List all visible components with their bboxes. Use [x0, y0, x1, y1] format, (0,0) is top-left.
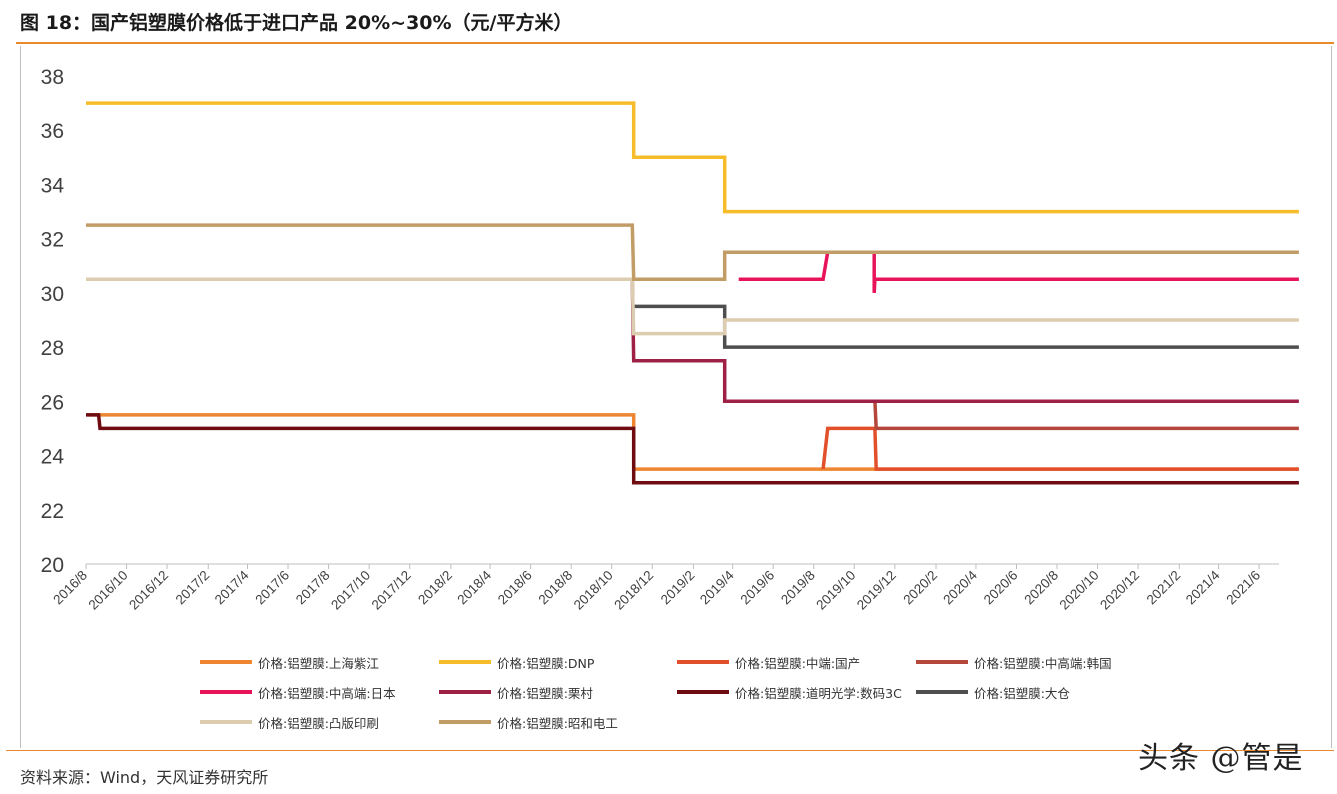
x-tick-label: 2017/4: [212, 567, 252, 607]
legend-item: 价格:铝塑膜:DNP: [439, 654, 595, 671]
series-line-1: [88, 413, 1299, 471]
legend-item: 价格:铝塑膜:中高端:日本: [200, 684, 396, 701]
legend-swatch: [439, 720, 491, 724]
y-tick-label: 22: [41, 500, 64, 523]
series-line-7: [86, 413, 1299, 485]
legend-label: 价格:铝塑膜:上海紫江: [258, 655, 379, 671]
y-tick-label: 26: [41, 391, 64, 414]
series-line-3: [821, 426, 1299, 471]
legend-swatch: [916, 660, 968, 664]
legend-swatch: [677, 690, 729, 694]
series-line-9: [86, 277, 1299, 336]
x-tick-label: 2020/12: [1097, 568, 1142, 613]
series-line-4: [873, 401, 1299, 431]
x-tick-label: 2017/8: [293, 568, 333, 608]
legend-item: 价格:铝塑膜:栗村: [439, 684, 593, 701]
x-tick-label: 2019/12: [854, 568, 899, 613]
legend-label: 价格:铝塑膜:大仓: [974, 685, 1070, 701]
legend-swatch: [200, 690, 252, 694]
legend-label: 价格:铝塑膜:栗村: [497, 685, 593, 701]
legend-swatch: [200, 720, 252, 724]
legend-swatch: [200, 660, 252, 664]
legend-label: 价格:铝塑膜:凸版印刷: [258, 715, 379, 731]
legend-swatch: [916, 690, 968, 694]
x-tick-label: 2020/2: [900, 568, 940, 608]
legend-swatch: [439, 690, 491, 694]
x-tick-label: 2018/12: [611, 568, 656, 613]
x-tick-label: 2016/12: [126, 568, 171, 613]
x-tick-label: 2020/10: [1057, 568, 1102, 613]
x-tick-label: 2018/4: [454, 567, 494, 607]
series-line-8: [633, 304, 1299, 349]
x-tick-label: 2019/4: [697, 567, 737, 607]
x-tick-label: 2019/10: [813, 568, 858, 613]
legend-item: 价格:铝塑膜:大仓: [916, 684, 1070, 701]
source-note: 资料来源：Wind，天风证券研究所: [20, 768, 269, 787]
x-tick-label: 2018/8: [535, 568, 575, 608]
legend-swatch: [439, 660, 491, 664]
x-tick-label: 2019/8: [778, 568, 818, 608]
x-tick-label: 2018/2: [415, 568, 455, 608]
series-line-2: [86, 101, 1299, 214]
chart-panel: [20, 46, 1332, 748]
series-line-10: [86, 223, 1299, 282]
legend-label: 价格:铝塑膜:中高端:日本: [258, 685, 396, 701]
x-tick-label: 2020/6: [981, 568, 1021, 608]
y-tick-label: 38: [41, 66, 64, 89]
legend-label: 价格:铝塑膜:道明光学:数码3C: [735, 685, 902, 701]
x-tick-label: 2017/12: [369, 568, 414, 613]
legend-label: 价格:铝塑膜:中高端:韩国: [974, 655, 1112, 671]
legend-item: 价格:铝塑膜:昭和电工: [439, 714, 618, 731]
legend-item: 价格:铝塑膜:道明光学:数码3C: [677, 684, 902, 701]
legend-swatch: [677, 660, 729, 664]
legend-item: 价格:铝塑膜:中端:国产: [677, 654, 861, 671]
x-tick-label: 2018/6: [495, 568, 535, 608]
y-tick-label: 36: [41, 120, 64, 143]
x-tick-label: 2016/10: [86, 568, 131, 613]
series-line-6: [630, 279, 1299, 404]
legend-item: 价格:铝塑膜:中高端:韩国: [916, 654, 1112, 671]
y-tick-label: 20: [41, 554, 64, 577]
series-line-5: [738, 250, 1299, 293]
x-tick-label: 2019/6: [738, 568, 778, 608]
x-tick-label: 2020/4: [940, 567, 980, 607]
y-tick-label: 30: [41, 283, 64, 306]
legend-item: 价格:铝塑膜:凸版印刷: [200, 714, 379, 731]
x-tick-label: 2020/8: [1021, 568, 1061, 608]
legend-label: 价格:铝塑膜:中端:国产: [735, 655, 861, 671]
legend-label: 价格:铝塑膜:DNP: [497, 655, 595, 671]
y-tick-label: 24: [41, 446, 65, 469]
chart-title: 图 18：国产铝塑膜价格低于进口产品 20%~30%（元/平方米）: [20, 12, 573, 34]
x-tick-label: 2017/2: [173, 568, 213, 608]
x-tick-label: 2017/10: [328, 568, 373, 613]
watermark: 头条 @管是: [1138, 741, 1304, 776]
x-tick-label: 2018/10: [571, 568, 616, 613]
bottom-rule: [6, 750, 1334, 751]
y-tick-label: 34: [41, 174, 65, 197]
top-rule: [16, 42, 1334, 44]
x-tick-label: 2017/6: [252, 568, 292, 608]
y-tick-label: 32: [41, 229, 64, 252]
x-tick-label: 2021/2: [1144, 568, 1184, 608]
y-tick-label: 28: [41, 337, 64, 360]
legend-item: 价格:铝塑膜:上海紫江: [200, 654, 379, 671]
x-tick-label: 2021/6: [1223, 568, 1263, 608]
x-tick-label: 2019/2: [658, 568, 698, 608]
x-tick-label: 2021/4: [1183, 567, 1223, 607]
legend-label: 价格:铝塑膜:昭和电工: [497, 715, 618, 731]
